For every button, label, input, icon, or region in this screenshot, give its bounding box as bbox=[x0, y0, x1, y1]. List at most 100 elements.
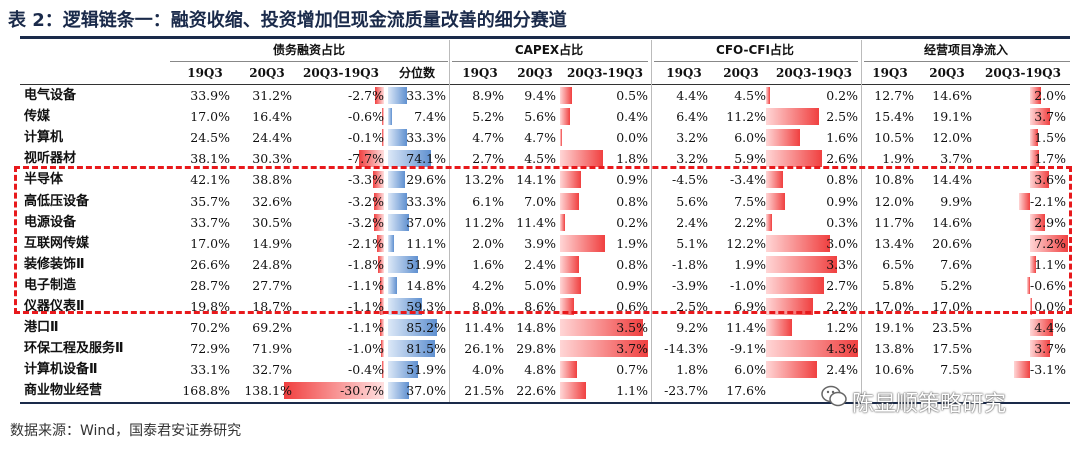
f19-cell: 3.2% bbox=[676, 130, 708, 146]
dp-bar bbox=[388, 213, 410, 231]
od-cell: 3.7% bbox=[1034, 109, 1066, 125]
fd-bar bbox=[766, 192, 786, 210]
od-bar bbox=[1030, 108, 1050, 126]
row-label: 商业物业经营 bbox=[24, 383, 103, 399]
c19-cell: 8.0% bbox=[472, 299, 504, 314]
f20-cell: -3.4% bbox=[730, 172, 766, 188]
c19-cell: 8.9% bbox=[472, 88, 504, 103]
dp-bar bbox=[388, 340, 436, 358]
dd-cell: -7.7% bbox=[348, 151, 384, 167]
o19-cell: 13.4% bbox=[874, 235, 914, 251]
od-bar bbox=[1030, 298, 1032, 315]
group-header-debt: 债务融资占比 bbox=[272, 43, 345, 57]
dd-bar bbox=[382, 108, 384, 126]
d19-cell: 72.9% bbox=[190, 341, 230, 357]
dp-bar bbox=[388, 192, 408, 210]
fd-bar bbox=[766, 298, 814, 315]
fd-bar bbox=[766, 129, 801, 147]
c20-cell: 4.8% bbox=[524, 362, 556, 378]
f20-cell: 6.9% bbox=[734, 299, 766, 314]
row-label: 装修装饰Ⅱ bbox=[24, 256, 85, 272]
fd-cell: 0.3% bbox=[826, 214, 858, 230]
table-row: 半导体 42.1% 38.8% -3.3% 29.6% 13.2% 14.1% 0.9% -4.… bbox=[0, 169, 1080, 190]
o20-cell: 17.5% bbox=[932, 341, 972, 357]
fd-bar bbox=[766, 276, 824, 294]
column-separator bbox=[861, 40, 862, 402]
d20-cell: 16.4% bbox=[252, 109, 292, 125]
dd-bar bbox=[380, 298, 384, 315]
cd-bar bbox=[560, 276, 582, 294]
fd-bar bbox=[766, 361, 818, 379]
row-label: 计算机 bbox=[24, 130, 64, 146]
table-bottom-rule bbox=[20, 402, 1070, 404]
group-underline bbox=[452, 61, 648, 62]
cd-bar bbox=[560, 319, 644, 337]
source-note: 数据来源：Wind，国泰君安证券研究 bbox=[10, 423, 242, 439]
table-row: 计算机设备Ⅱ 33.1% 32.7% -0.4% 51.9% 4.0% 4.8% 0.7% 1.… bbox=[0, 359, 1080, 380]
cd-cell: 3.5% bbox=[616, 320, 648, 336]
row-label: 高低压设备 bbox=[24, 193, 90, 209]
od-bar bbox=[1030, 213, 1046, 231]
od-bar bbox=[1030, 171, 1049, 189]
d20-cell: 14.9% bbox=[252, 235, 292, 251]
column-separator bbox=[651, 40, 652, 402]
d20-cell: 24.8% bbox=[252, 256, 292, 272]
cd-bar bbox=[560, 213, 565, 231]
o19-cell: 10.6% bbox=[874, 362, 914, 378]
dd-bar bbox=[380, 340, 384, 358]
o20-cell: 20.6% bbox=[932, 235, 972, 251]
header-rule bbox=[20, 84, 1070, 85]
od-cell bbox=[1006, 381, 1066, 400]
f20-cell: 11.4% bbox=[726, 320, 766, 336]
o20-cell: 7.5% bbox=[940, 362, 972, 378]
dp-cell: 33.3% bbox=[406, 193, 446, 209]
o20-cell: 7.6% bbox=[940, 256, 972, 272]
f19-cell: -23.7% bbox=[664, 383, 708, 399]
o20-cell: 5.2% bbox=[940, 277, 972, 293]
d19-cell: 33.1% bbox=[190, 362, 230, 378]
table-row: 港口Ⅱ 70.2% 69.2% -1.1% 85.2% 11.4% 14.8% 3.5% 9.2… bbox=[0, 317, 1080, 338]
f19-cell: -3.9% bbox=[672, 277, 708, 293]
subheader-ocf-diff: 20Q3-19Q3 bbox=[985, 66, 1061, 80]
c19-cell: 26.1% bbox=[464, 341, 504, 357]
dd-bar bbox=[373, 171, 384, 189]
fd-cell: 2.2% bbox=[826, 299, 858, 314]
dd-cell: -3.3% bbox=[348, 172, 384, 188]
f19-cell: 2.4% bbox=[676, 214, 708, 230]
subheader-capex-diff: 20Q3-19Q3 bbox=[567, 66, 643, 80]
o19-cell: 5.8% bbox=[882, 277, 914, 293]
fd-cell: 2.5% bbox=[826, 109, 858, 125]
row-label: 仪器仪表Ⅱ bbox=[24, 299, 85, 314]
d20-cell: 27.7% bbox=[252, 277, 292, 293]
group-header-cfo: CFO-CFI占比 bbox=[716, 43, 794, 57]
cd-cell: 0.8% bbox=[616, 193, 648, 209]
cd-bar bbox=[560, 382, 587, 400]
cd-bar bbox=[560, 171, 582, 189]
cd-cell: 1.8% bbox=[616, 151, 648, 167]
cd-bar bbox=[560, 87, 572, 104]
o19-cell: 19.1% bbox=[874, 320, 914, 336]
row-label: 环保工程及服务Ⅱ bbox=[24, 341, 124, 357]
group-underline bbox=[654, 61, 858, 62]
group-header-capex: CAPEX占比 bbox=[514, 43, 584, 57]
d19-cell: 35.7% bbox=[190, 193, 230, 209]
row-label: 电源设备 bbox=[24, 214, 77, 230]
d20-cell: 31.2% bbox=[252, 88, 292, 103]
fd-cell: 1.6% bbox=[826, 130, 858, 146]
c19-cell: 4.7% bbox=[472, 130, 504, 146]
watermark-text: 陈显顺策略研究 bbox=[852, 392, 1007, 417]
page-title: 表 2：逻辑链条一：融资收缩、投资增加但现金流质量改善的细分赛道 bbox=[8, 10, 567, 31]
cd-cell: 3.7% bbox=[616, 341, 648, 357]
c19-cell: 2.0% bbox=[472, 235, 504, 251]
fd-bar bbox=[766, 150, 822, 168]
table-row: 装修装饰Ⅱ 26.6% 24.8% -1.8% 51.9% 1.6% 2.4% 0.8% -1.… bbox=[0, 254, 1080, 275]
subheader-cfo-20q3: 20Q3 bbox=[723, 66, 759, 80]
od-bar bbox=[1030, 340, 1050, 358]
o20-cell: 19.1% bbox=[932, 109, 972, 125]
od-bar bbox=[1030, 87, 1041, 104]
f20-cell: -1.0% bbox=[730, 277, 766, 293]
c19-cell: 1.6% bbox=[472, 256, 504, 272]
dp-cell: 59.3% bbox=[406, 299, 446, 314]
c20-cell: 9.4% bbox=[524, 88, 556, 103]
f19-cell: 2.5% bbox=[676, 299, 708, 314]
